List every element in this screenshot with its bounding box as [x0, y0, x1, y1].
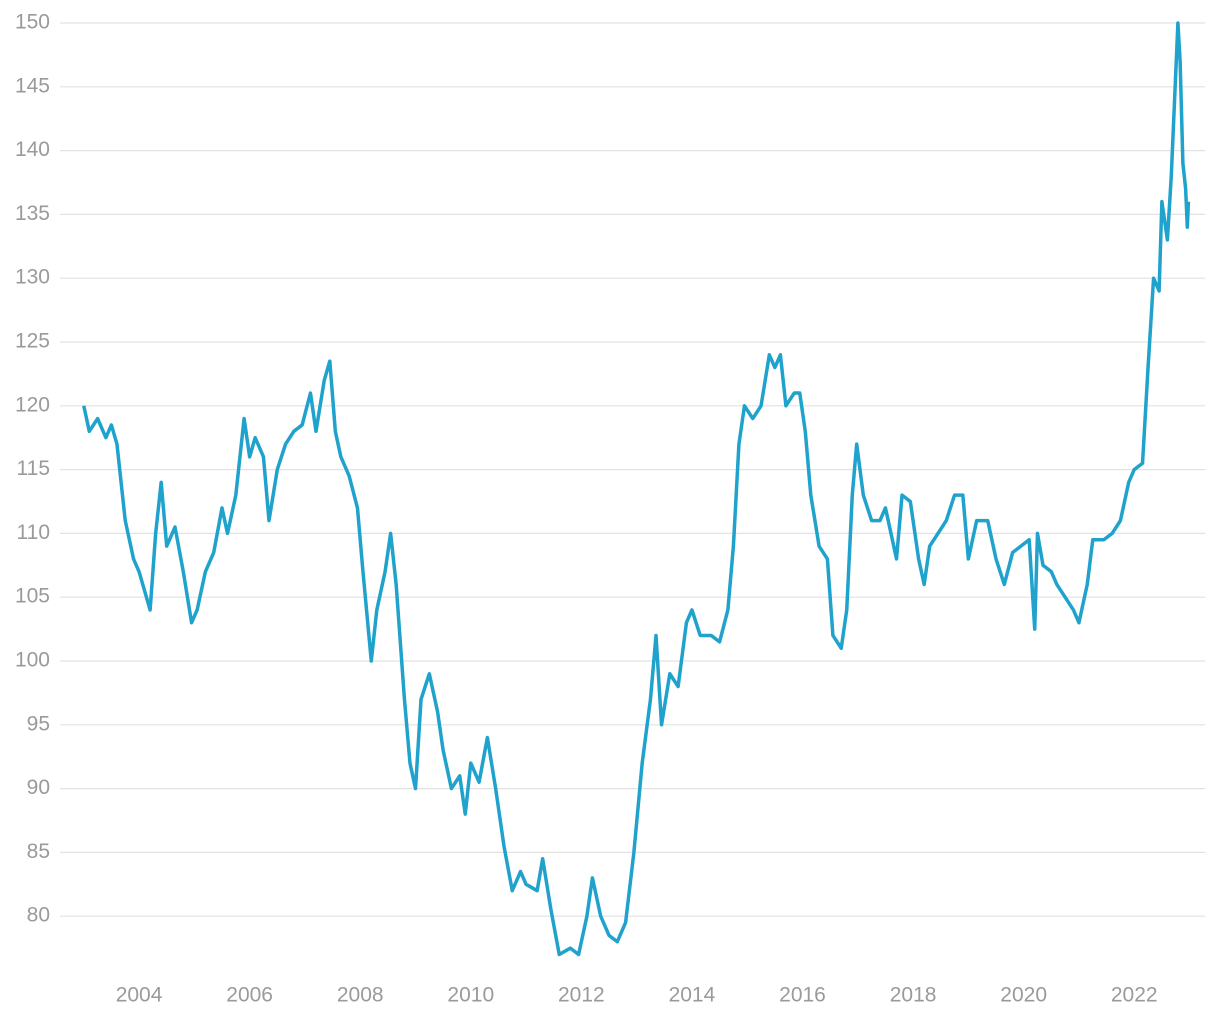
line-series	[82, 21, 1191, 957]
y-tick-label: 110	[17, 521, 50, 544]
y-tick-label: 90	[27, 776, 50, 799]
x-tick-label: 2014	[669, 984, 716, 1007]
y-tick-label: 125	[15, 330, 50, 353]
y-tick-label: 135	[15, 202, 50, 225]
y-tick-label: 85	[27, 840, 50, 863]
y-tick-label: 130	[15, 266, 50, 289]
x-tick-label: 2004	[116, 984, 163, 1007]
y-tick-label: 140	[15, 138, 50, 161]
y-tick-label: 100	[15, 649, 50, 672]
x-tick-label: 2016	[779, 984, 826, 1007]
y-tick-label: 95	[27, 712, 50, 735]
y-tick-label: 105	[15, 585, 50, 608]
x-tick-label: 2010	[447, 984, 494, 1007]
y-tick-label: 120	[15, 393, 50, 416]
y-tick-label: 145	[15, 74, 50, 97]
x-tick-label: 2020	[1000, 984, 1047, 1007]
y-tick-label: 80	[27, 904, 50, 927]
x-tick-label: 2008	[337, 984, 384, 1007]
y-tick-label: 150	[15, 11, 50, 34]
x-tick-label: 2012	[558, 984, 605, 1007]
x-tick-label: 2006	[226, 984, 273, 1007]
x-tick-label: 2018	[890, 984, 937, 1007]
x-tick-label: 2022	[1111, 984, 1158, 1007]
y-tick-label: 115	[17, 457, 50, 480]
